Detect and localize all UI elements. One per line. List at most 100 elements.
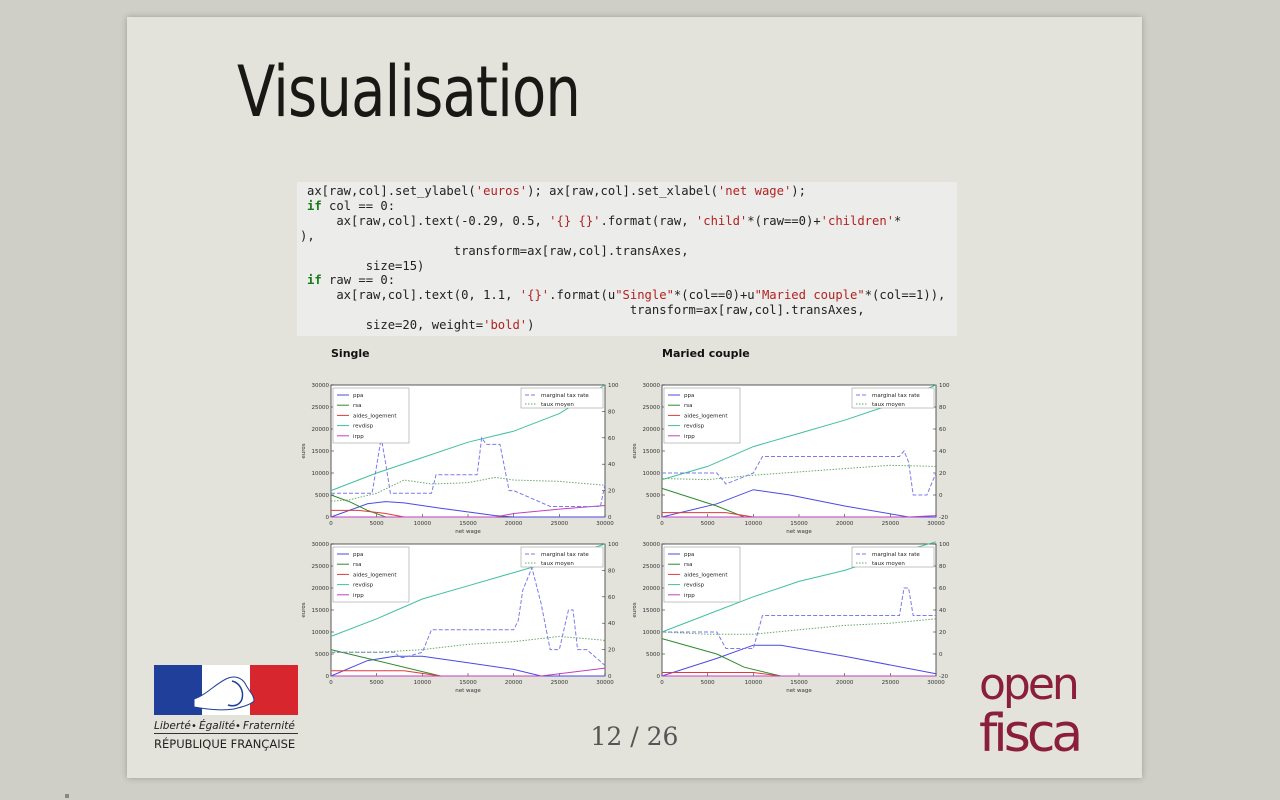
series-aides_logement <box>331 509 405 518</box>
legend-box <box>851 387 935 409</box>
svg-text:•: • <box>191 721 197 732</box>
series-rsa <box>661 487 745 518</box>
y-tick-label: 15000 <box>312 608 330 614</box>
legend-label: taux moyen <box>541 402 574 408</box>
chart-panel: 0 5000 10000 15000 20000 25000 30000 0 5000 10000… <box>632 383 950 535</box>
legend-label: taux moyen <box>541 561 574 567</box>
code-line: ), <box>300 228 315 243</box>
y-axis-label: euros <box>632 602 638 617</box>
legend-right: marginal tax rate taux moyen <box>851 387 935 409</box>
code-line: ax[raw,col].text(0, 1.1, '{}'.format(u"S… <box>307 288 946 303</box>
y-tick-label: 0 <box>657 674 661 680</box>
x-tick-label: 25000 <box>551 680 569 686</box>
y-tick-label: 10000 <box>643 471 661 477</box>
x-tick-label: 30000 <box>927 680 945 686</box>
legend-label: irpp <box>353 434 364 440</box>
code-line: if col == 0: <box>307 198 396 213</box>
y-tick-label: 10000 <box>643 630 661 636</box>
y2-tick-label: 20 <box>939 471 946 477</box>
y2-tick-label: -20 <box>939 674 948 680</box>
y-tick-label: 20000 <box>312 586 330 592</box>
legend-right: marginal tax rate taux moyen <box>520 546 604 568</box>
x-tick-label: 10000 <box>745 521 763 527</box>
series-taux-moyen <box>331 635 606 653</box>
svg-text:open: open <box>979 659 1077 710</box>
x-tick-label: 10000 <box>414 680 432 686</box>
series-rsa <box>330 649 441 677</box>
charts-svg: 0 5000 10000 15000 20000 25000 300000500010000… <box>301 383 950 694</box>
legend-label: marginal tax rate <box>541 552 589 558</box>
svg-text:fisca: fisca <box>979 704 1079 764</box>
x-tick-label: 25000 <box>882 680 900 686</box>
legend-label: aides_logement <box>353 572 397 578</box>
series-rsa <box>661 638 781 677</box>
legend-label: taux moyen <box>872 402 905 408</box>
series-aides_logement <box>331 670 441 677</box>
legend-label: rsa <box>353 562 362 568</box>
y-axis-label: euros <box>301 443 307 458</box>
legend-box <box>520 546 604 568</box>
y-tick-label: 20000 <box>312 427 330 433</box>
series-taux-moyen <box>330 476 606 502</box>
x-tick-label: 20000 <box>836 521 854 527</box>
x-tick-label: 5000 <box>701 521 715 527</box>
series-irpp <box>331 667 606 677</box>
x-tick-label: 30000 <box>927 521 945 527</box>
legend-label: rsa <box>353 403 362 409</box>
x-tick-label: 0 <box>329 521 333 527</box>
legend-label: revdisp <box>353 583 374 589</box>
y-tick-label: 25000 <box>643 405 661 411</box>
code-line: ax[raw,col].text(-0.29, 0.5, '{} {}'.for… <box>307 213 902 228</box>
svg-text:•: • <box>235 721 241 732</box>
code-line: size=20, weight='bold') <box>307 318 535 333</box>
legend-label: marginal tax rate <box>872 552 920 558</box>
legend-label: ppa <box>684 393 694 399</box>
x-axis-label: net wage <box>786 529 812 535</box>
y2-tick-label: 20 <box>608 489 615 495</box>
y-tick-label: 5000 <box>646 493 660 499</box>
y-tick-label: 15000 <box>312 449 330 455</box>
x-tick-label: 5000 <box>701 680 715 686</box>
legend-label: revdisp <box>353 424 374 430</box>
y2-tick-label: 0 <box>608 674 612 680</box>
y2-tick-label: 60 <box>608 436 615 442</box>
mouse-pointer <box>65 794 69 798</box>
y-axis-label: euros <box>301 602 307 617</box>
legend-label: aides_logement <box>684 413 728 419</box>
series-irpp <box>662 515 937 518</box>
code-line: size=15) <box>307 258 425 273</box>
x-tick-label: 10000 <box>745 680 763 686</box>
legend-label: revdisp <box>684 424 705 430</box>
charts-figure: Single Maried couple 0 5000 10000 15000 2000… <box>297 339 957 701</box>
slide-title: Visualisation <box>237 51 581 133</box>
x-tick-label: 0 <box>329 680 333 686</box>
y2-tick-label: -20 <box>939 515 948 521</box>
code-block: ax[raw,col].set_ylabel('euros'); ax[raw,… <box>297 182 957 336</box>
series-aides_logement <box>662 512 754 518</box>
svg-text:Fraternité: Fraternité <box>243 720 295 732</box>
series-rsa <box>330 494 386 518</box>
y2-tick-label: 100 <box>939 383 950 389</box>
series-ppa <box>330 501 605 518</box>
x-tick-label: 15000 <box>790 680 808 686</box>
x-tick-label: 5000 <box>370 680 384 686</box>
x-tick-label: 15000 <box>459 680 477 686</box>
code-line: ax[raw,col].set_ylabel('euros'); ax[raw,… <box>307 184 806 198</box>
x-tick-label: 15000 <box>790 521 808 527</box>
series-marginal-tax-rate <box>662 450 937 496</box>
legend-label: irpp <box>684 593 695 599</box>
x-tick-label: 30000 <box>596 521 614 527</box>
y2-tick-label: 100 <box>939 542 950 548</box>
page-number: 12 / 26 <box>590 722 679 751</box>
series-ppa <box>661 644 937 677</box>
y2-tick-label: 100 <box>608 542 619 548</box>
x-tick-label: 20000 <box>505 680 523 686</box>
y-tick-label: 30000 <box>312 383 330 389</box>
y2-tick-label: 80 <box>608 409 615 415</box>
y2-tick-label: 80 <box>939 405 946 411</box>
x-axis-label: net wage <box>455 529 481 535</box>
y2-tick-label: 40 <box>939 449 946 455</box>
y2-tick-label: 0 <box>939 652 943 658</box>
